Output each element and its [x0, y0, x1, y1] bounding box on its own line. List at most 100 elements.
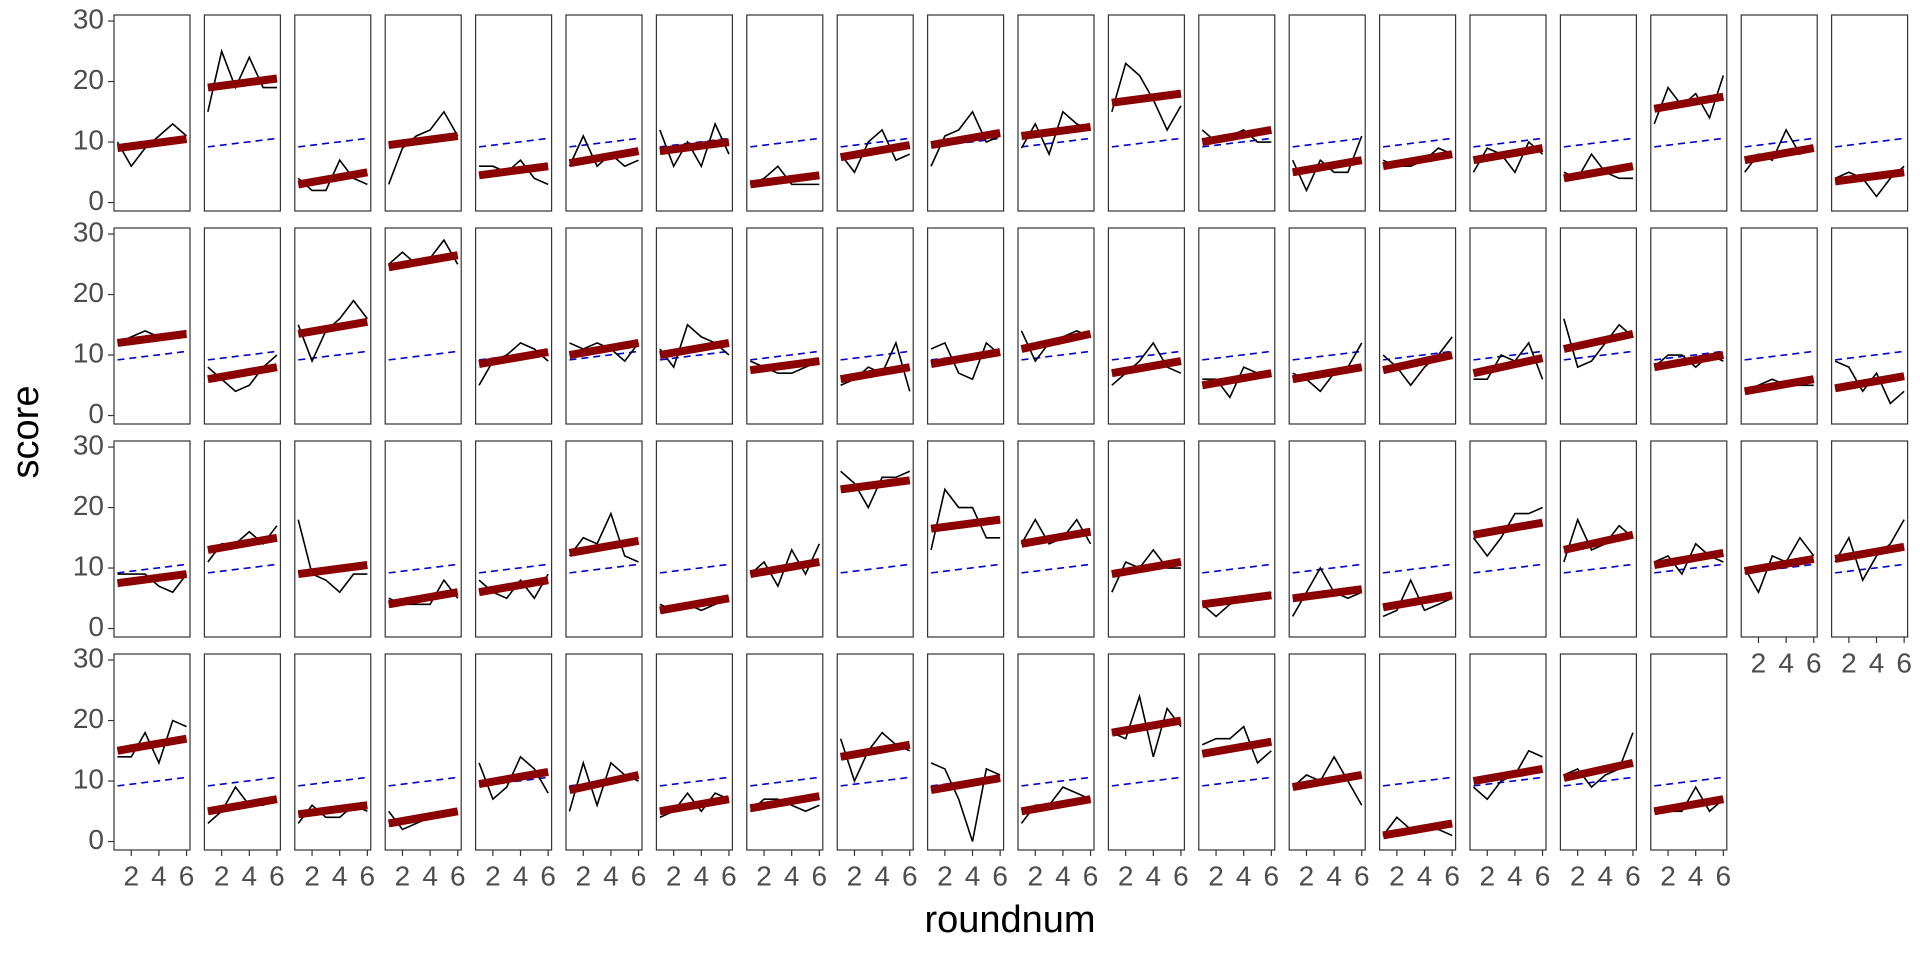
x-tick-label: 2 [1299, 860, 1315, 891]
score-line [1382, 578, 1453, 618]
panel [655, 14, 734, 212]
score-line [840, 128, 911, 174]
fit-line [1020, 329, 1092, 353]
fit-line [116, 135, 188, 153]
fit-line [1111, 357, 1182, 378]
panel [113, 227, 191, 425]
y-tick-label: 0 [88, 611, 104, 642]
y-tick-label: 20 [73, 703, 104, 734]
fit-line [1563, 162, 1634, 183]
fit-line [568, 338, 640, 359]
x-tick-label: 6 [812, 860, 828, 891]
fit-line [659, 138, 730, 156]
fit-line [1834, 542, 1905, 563]
x-tick-label: 4 [1146, 860, 1162, 891]
fit-line [930, 348, 1001, 369]
fit-line [568, 536, 640, 557]
x-tick-label: 4 [1055, 860, 1071, 891]
x-tick-label: 6 [1354, 860, 1370, 891]
panel [1650, 14, 1728, 212]
fit-line [659, 338, 730, 359]
x-tick-label: 2 [1570, 860, 1586, 891]
x-tick-label: 4 [1507, 860, 1523, 891]
panel [475, 653, 553, 851]
score-line [930, 762, 1001, 842]
panel [1469, 227, 1547, 425]
fit-line [749, 558, 821, 579]
x-tick-label: 4 [694, 860, 710, 891]
panel [746, 440, 824, 638]
x-tick-label: 6 [1806, 647, 1822, 678]
panel [1830, 440, 1909, 638]
x-tick-label: 6 [1083, 860, 1099, 891]
score-line [659, 121, 730, 169]
fit-line [840, 476, 911, 494]
fit-line [297, 317, 369, 338]
x-tick-label: 6 [269, 860, 285, 891]
x-tick-label: 2 [1027, 860, 1043, 891]
fit-line [116, 570, 188, 588]
panel [1650, 653, 1728, 851]
fit-line [387, 251, 459, 272]
score-line [1473, 341, 1544, 381]
y-tick-label: 20 [73, 277, 104, 308]
fit-line [1562, 530, 1634, 554]
score-line [1834, 519, 1905, 583]
panel [1559, 14, 1638, 212]
score-line [1111, 61, 1182, 132]
score-line [207, 48, 277, 112]
score-line [568, 511, 639, 563]
fit-line [930, 774, 1001, 795]
panel [1017, 14, 1095, 212]
panel [1378, 653, 1457, 851]
fit-line [1292, 585, 1363, 603]
fit-line [930, 129, 1001, 150]
y-tick-label: 30 [73, 3, 104, 34]
fit-line [1743, 144, 1815, 165]
score-line [387, 110, 459, 185]
fit-line [1111, 558, 1182, 579]
fit-line [1201, 737, 1273, 758]
fit-line [1562, 758, 1634, 782]
panel [1378, 227, 1457, 425]
x-tick-label: 4 [1598, 860, 1614, 891]
y-tick-label: 30 [73, 642, 104, 673]
panel [203, 227, 281, 425]
fit-line [388, 132, 459, 150]
fit-line [1743, 555, 1815, 576]
score-line [930, 341, 1001, 381]
score-line [1743, 536, 1815, 595]
panel [836, 14, 914, 212]
y-tick-label: 20 [73, 64, 104, 95]
panel [475, 14, 553, 212]
x-tick-label: 4 [1326, 860, 1342, 891]
fit-line [1653, 92, 1725, 113]
x-tick-label: 4 [603, 860, 619, 891]
x-tick-label: 2 [1389, 860, 1405, 891]
panel [1107, 227, 1186, 425]
x-tick-label: 2 [575, 860, 591, 891]
fit-line [839, 363, 911, 384]
panel [926, 14, 1005, 212]
x-tick-label: 4 [242, 860, 258, 891]
x-tick-label: 4 [1688, 860, 1704, 891]
x-tick-label: 2 [1660, 860, 1676, 891]
fit-line [1653, 548, 1725, 569]
fit-line [1834, 168, 1905, 186]
fit-line [1201, 369, 1273, 390]
panel [655, 227, 734, 425]
x-tick-label: 2 [1208, 860, 1224, 891]
x-tick-label: 2 [485, 860, 501, 891]
panel [1198, 227, 1276, 425]
fit-line [1382, 819, 1453, 840]
panel [836, 440, 914, 638]
fit-line [1291, 363, 1363, 384]
fit-line [1472, 354, 1544, 378]
x-tick-label: 2 [847, 860, 863, 891]
y-tick-label: 10 [73, 550, 104, 581]
panel [384, 440, 462, 638]
x-tick-label: 4 [513, 860, 529, 891]
fit-line [1020, 795, 1092, 816]
panel [746, 227, 824, 425]
